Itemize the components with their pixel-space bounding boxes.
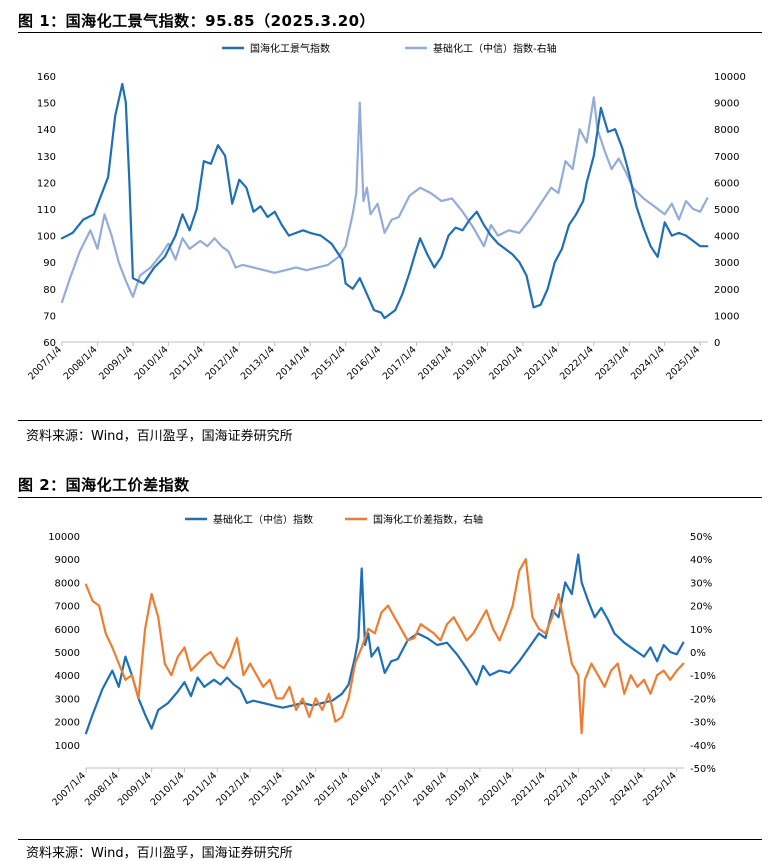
x-tick-label: 2023/1/4 (575, 770, 613, 808)
x-tick-label: 2011/1/4 (181, 770, 219, 808)
x-tick-label: 2017/1/4 (378, 770, 416, 808)
y-left-tick-label: 160 (37, 72, 56, 83)
series-line-1 (84, 558, 685, 735)
x-tick-label: 2008/1/4 (83, 770, 121, 808)
y-right-tick-label: 8000 (714, 125, 739, 136)
figure-2-source-rule (18, 839, 762, 840)
y-right-tick-label: 0% (690, 648, 706, 659)
x-tick-label: 2008/1/4 (62, 344, 100, 382)
y-left-tick-label: 10000 (48, 532, 80, 543)
y-left-tick-label: 7000 (55, 602, 80, 613)
y-right-tick-label: 10000 (714, 72, 746, 83)
y-right-tick-label: -50% (690, 764, 716, 775)
figure-1-title-rule (18, 32, 762, 33)
x-tick-label: 2007/1/4 (26, 344, 64, 382)
y-right-tick-label: 40% (690, 555, 712, 566)
y-right-tick-label: -10% (690, 671, 716, 682)
y-left-tick-label: 6000 (55, 625, 80, 636)
x-tick-label: 2022/1/4 (542, 770, 580, 808)
x-tick-label: 2014/1/4 (280, 770, 318, 808)
x-tick-label: 2016/1/4 (345, 344, 383, 382)
x-tick-label: 2014/1/4 (274, 344, 312, 382)
y-left-tick-label: 100 (37, 232, 56, 243)
x-tick-label: 2023/1/4 (593, 344, 631, 382)
y-right-tick-label: -20% (690, 694, 716, 705)
y-left-tick-label: 130 (37, 152, 56, 163)
y-left-tick-label: 1000 (55, 741, 80, 752)
series-line-0 (60, 82, 709, 320)
legend-label: 基础化工（中信）指数 (213, 513, 313, 526)
y-left-tick-label: 110 (37, 205, 56, 216)
y-right-tick-label: 9000 (714, 99, 739, 110)
y-right-tick-label: -30% (690, 718, 716, 729)
y-left-tick-label: 9000 (55, 555, 80, 566)
x-tick-label: 2021/1/4 (523, 344, 561, 382)
x-tick-label: 2020/1/4 (477, 770, 515, 808)
figure-2-source: 资料来源：Wind，百川盈孚，国海证券研究所 (26, 846, 293, 861)
legend-label: 国海化工价差指数，右轴 (373, 513, 483, 526)
y-left-tick-label: 4000 (55, 671, 80, 682)
x-tick-label: 2013/1/4 (247, 770, 285, 808)
x-tick-label: 2025/1/4 (641, 770, 679, 808)
y-right-tick-label: 5000 (714, 205, 739, 216)
y-right-tick-label: -40% (690, 741, 716, 752)
x-tick-label: 2020/1/4 (487, 344, 525, 382)
x-tick-label: 2019/1/4 (444, 770, 482, 808)
x-tick-label: 2013/1/4 (239, 344, 277, 382)
x-tick-label: 2012/1/4 (203, 344, 241, 382)
y-left-tick-label: 8000 (55, 578, 80, 589)
legend-label: 国海化工景气指数 (250, 42, 330, 55)
figure-1-source: 资料来源：Wind，百川盈孚，国海证券研究所 (26, 429, 293, 444)
y-right-tick-label: 0 (714, 338, 720, 349)
figure-2-title: 图 2：国海化工价差指数 (18, 476, 190, 494)
x-tick-label: 2018/1/4 (411, 770, 449, 808)
y-left-tick-label: 70 (43, 311, 56, 322)
x-tick-label: 2009/1/4 (97, 344, 135, 382)
y-left-tick-label: 120 (37, 178, 56, 189)
x-tick-label: 2021/1/4 (510, 770, 548, 808)
y-right-tick-label: 50% (690, 532, 712, 543)
x-tick-label: 2018/1/4 (416, 344, 454, 382)
y-left-tick-label: 150 (37, 99, 56, 110)
legend-label: 基础化工（中信）指数-右轴 (433, 42, 557, 55)
y-right-tick-label: 2000 (714, 285, 739, 296)
y-left-tick-label: 80 (43, 285, 56, 296)
x-tick-label: 2015/1/4 (313, 770, 351, 808)
y-right-tick-label: 6000 (714, 178, 739, 189)
series-line-0 (84, 553, 685, 735)
figure-1-source-rule (18, 420, 762, 421)
y-left-tick-label: 2000 (55, 718, 80, 729)
figure-2-chart: 10000 9000 8000 7000 6000 5000 4000 3000 2000 100… (48, 513, 716, 808)
x-tick-label: 2017/1/4 (381, 344, 419, 382)
y-right-tick-label: 10% (690, 625, 712, 636)
x-tick-label: 2007/1/4 (50, 770, 88, 808)
figure-1-chart: 1601501401301201101009080706010000900080… (26, 42, 746, 382)
y-right-tick-label: 20% (690, 602, 712, 613)
y-right-tick-label: 1000 (714, 311, 739, 322)
x-tick-label: 2015/1/4 (310, 344, 348, 382)
x-tick-label: 2009/1/4 (116, 770, 154, 808)
x-tick-label: 2012/1/4 (214, 770, 252, 808)
y-left-tick-label: 5000 (55, 648, 80, 659)
y-left-tick-label: 90 (43, 258, 56, 269)
figure-1-title: 图 1：国海化工景气指数：95.85（2025.3.20） (18, 12, 376, 30)
y-left-tick-label: 140 (37, 125, 56, 136)
y-right-tick-label: 4000 (714, 232, 739, 243)
figure-2-title-rule (18, 497, 762, 498)
y-right-tick-label: 30% (690, 578, 712, 589)
y-left-tick-label: 60 (43, 338, 56, 349)
series-line-1 (60, 96, 709, 304)
x-tick-label: 2024/1/4 (629, 344, 667, 382)
y-right-tick-label: 7000 (714, 152, 739, 163)
x-tick-label: 2011/1/4 (168, 344, 206, 382)
x-tick-label: 2024/1/4 (608, 770, 646, 808)
x-tick-label: 2016/1/4 (346, 770, 384, 808)
x-tick-label: 2010/1/4 (133, 344, 171, 382)
y-right-tick-label: 3000 (714, 258, 739, 269)
x-tick-label: 2010/1/4 (149, 770, 187, 808)
y-left-tick-label: 3000 (55, 694, 80, 705)
x-tick-label: 2019/1/4 (452, 344, 490, 382)
x-tick-label: 2025/1/4 (664, 344, 702, 382)
x-tick-label: 2022/1/4 (558, 344, 596, 382)
